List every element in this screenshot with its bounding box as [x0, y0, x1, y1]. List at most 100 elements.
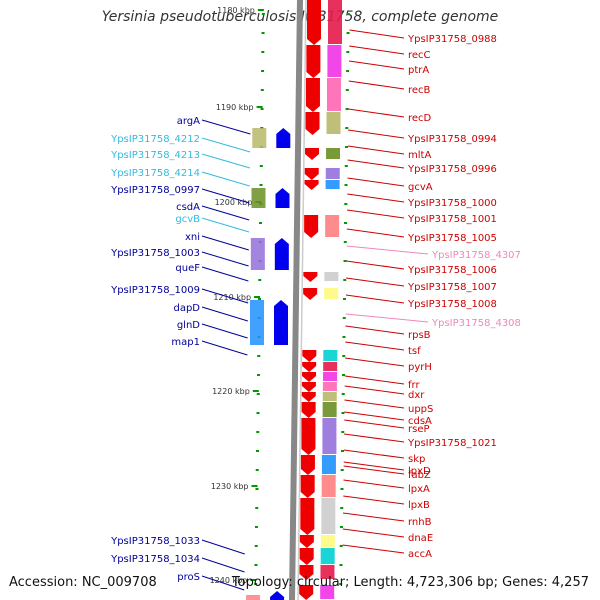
cog-block [323, 372, 338, 381]
cog-block [320, 535, 335, 547]
gene-label-left: YpsIP31758_4213 [110, 150, 200, 161]
tick-label: 1230 kbp [211, 482, 249, 491]
cog-block [325, 168, 340, 179]
callout-line [349, 29, 405, 39]
gene-label-right: tsf [408, 346, 421, 357]
callout-line [201, 557, 245, 573]
gene-arrow-forward [303, 272, 318, 282]
callout-line [346, 260, 405, 270]
gene-arrow-forward [301, 392, 316, 402]
ticks-layer: 1180 kbp 1190 kbp 1200 kbp 1210 kbp 1220 kbp… [210, 6, 350, 585]
gene-label-right: YpsIP31758_1000 [407, 198, 497, 209]
gene-label-left: YpsIP31758_4214 [110, 168, 200, 179]
callout-line [342, 544, 405, 554]
gene-arrow-forward [299, 565, 314, 580]
gene-label-right: YpsIP31758_0994 [407, 134, 497, 145]
gene-arrow-forward [302, 362, 317, 372]
gene-arrow-reverse [275, 188, 290, 208]
gene-arrow-forward [304, 168, 319, 180]
gene-label-right: accA [408, 549, 432, 560]
callout-line [345, 325, 405, 335]
tick-label: 1220 kbp [212, 387, 250, 396]
gene-arrow-reverse [276, 128, 291, 148]
callout-line [201, 323, 248, 339]
callout-line [346, 277, 405, 287]
backbone-ring [289, 0, 303, 600]
gene-label-right: YpsIP31758_1007 [407, 282, 497, 293]
gene-label-right: YpsIP31758_1005 [407, 233, 497, 244]
cog-block [324, 272, 339, 281]
gene-label-left: YpsIP31758_1009 [110, 285, 200, 296]
callout-line [201, 119, 251, 135]
gene-label-right: rpsB [408, 330, 431, 341]
gene-label-right: rseP [408, 424, 430, 435]
gene-label-right: YpsIP31758_4307 [431, 250, 521, 261]
gene-label-right: gcvA [408, 182, 433, 193]
gene-label-left: gcvB [175, 214, 200, 225]
callout-line [201, 306, 248, 322]
cog-block [320, 585, 335, 599]
callout-line [346, 228, 405, 238]
callout-line [201, 288, 249, 304]
accession-text: Accession: NC_009708 [9, 575, 157, 590]
cog-block [323, 350, 338, 361]
gene-label-left: YpsIP31758_0997 [110, 185, 200, 196]
callout-line [344, 385, 405, 395]
gene-label-right: pyrH [408, 362, 432, 373]
callout-line [343, 479, 405, 489]
gene-arrow-forward [305, 148, 320, 160]
callout-line [343, 449, 405, 459]
gene-label-right: YpsIP31758_0988 [407, 34, 497, 45]
cog-block [325, 180, 340, 189]
callout-line [343, 465, 405, 475]
callout-line [349, 45, 405, 55]
cog-block [322, 392, 337, 401]
cog-block [327, 45, 342, 77]
gene-label-left: YpsIP31758_1034 [110, 554, 200, 565]
cog-block [322, 402, 337, 417]
cog-block [326, 148, 341, 159]
callout-line [346, 245, 429, 255]
gene-label-right: dxr [408, 390, 425, 401]
gene-label-right: recC [408, 50, 431, 61]
callout-line [344, 419, 405, 429]
gene-label-left: YpsIP31758_1003 [110, 248, 200, 259]
callout-line [342, 512, 405, 522]
gene-label-left: YpsIP31758_1033 [110, 536, 200, 547]
cog-block [321, 498, 336, 534]
gene-label-right: skp [408, 454, 425, 465]
callout-line [201, 266, 249, 282]
gene-arrow-forward [302, 372, 317, 382]
gene-arrow-forward [304, 215, 319, 238]
gene-label-right: frr [408, 380, 420, 391]
gene-label-right: recD [408, 113, 432, 124]
callout-line [347, 145, 405, 155]
tick-mark: 1180 kbp [217, 6, 264, 15]
gene-label-right: lpxD [408, 466, 431, 477]
tick-label: 1190 kbp [216, 103, 254, 112]
gene-label-left: map1 [171, 337, 200, 348]
gene-label-right: ptrA [408, 65, 429, 76]
gene-arrow-forward [303, 288, 318, 300]
callout-line [347, 193, 405, 203]
callout-line [201, 171, 250, 187]
gene-arrow-forward [300, 475, 315, 498]
gene-label-left: proS [177, 572, 200, 583]
gene-label-right: mltA [408, 150, 431, 161]
tick-mark: 1240 kbp [210, 576, 257, 585]
gene-label-right: YpsIP31758_1001 [407, 214, 497, 225]
gene-label-right: fabZ [408, 470, 431, 481]
cog-block [252, 128, 267, 148]
gene-label-right: lpxB [408, 500, 430, 511]
gene-arrow-forward [299, 585, 314, 600]
gene-label-right: YpsIP31758_1006 [407, 265, 497, 276]
callout-line [344, 357, 405, 367]
gene-label-right: recB [408, 85, 431, 96]
callout-line [344, 399, 405, 409]
callout-line [345, 341, 405, 351]
callout-line [348, 60, 405, 70]
callout-line [201, 153, 251, 169]
cog-block [320, 548, 335, 564]
gene-arrow-forward [301, 418, 316, 455]
